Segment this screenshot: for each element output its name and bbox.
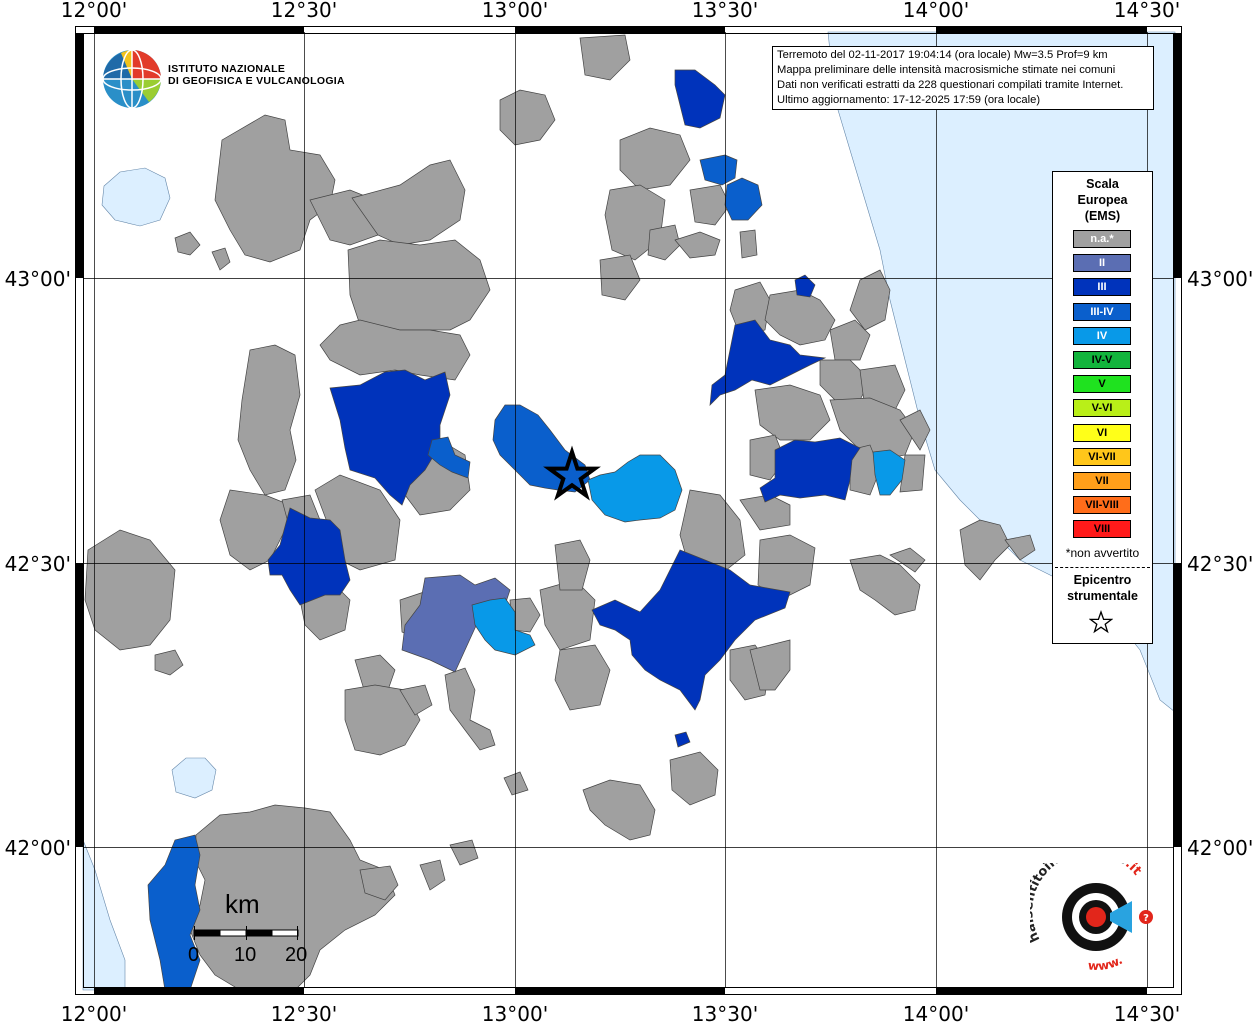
tick-top-1200: 12°00': [61, 0, 127, 22]
tick-bottom-1230: 12°30': [271, 1002, 337, 1024]
legend-item: IV: [1073, 326, 1131, 345]
legend-item: VII-VIII: [1073, 496, 1131, 515]
tick-left-4300: 43°00': [5, 267, 71, 291]
tick-left-4200: 42°00': [5, 836, 71, 860]
info-line-event: Terremoto del 02-11-2017 19:04:14 (ora l…: [777, 49, 1108, 61]
legend-title-line3: (EMS): [1084, 209, 1121, 223]
info-line-data: Dati non verificati estratti da 228 ques…: [777, 79, 1124, 91]
tick-bottom-1200: 12°00': [61, 1002, 127, 1024]
tick-top-1430: 14°30': [1114, 0, 1180, 22]
legend-item: IV-V: [1073, 351, 1131, 369]
hst-logo-www: www.: [1087, 953, 1124, 973]
epicentre-star-icon: [1089, 610, 1113, 634]
tick-right-4200: 42°00': [1187, 836, 1253, 860]
ingv-globe-icon: [102, 49, 162, 109]
intensity-II-areas: [401, 574, 511, 673]
haisentito-logo: ? haisentitoilterremoto.it www.: [1030, 863, 1153, 973]
legend-item: VII: [1073, 472, 1131, 490]
tick-bottom-1430: 14°30': [1114, 1002, 1180, 1024]
ingv-name: ISTITUTO NAZIONALE DI GEOFISICA E VULCAN…: [168, 63, 345, 87]
tick-top-1230: 12°30': [271, 0, 337, 22]
scalebar-label-10: 10: [234, 944, 257, 966]
tick-bottom-1330: 13°30': [692, 1002, 758, 1024]
tick-bottom-1300: 13°00': [482, 1002, 548, 1024]
tick-right-4300: 43°00': [1187, 267, 1253, 291]
legend-epicentre-label: Epicentro strumentale: [1053, 572, 1152, 604]
info-line-map: Mappa preliminare delle intensità macros…: [777, 64, 1116, 76]
legend-item: III: [1073, 278, 1131, 297]
legend-item: V: [1073, 375, 1131, 394]
tick-top-1330: 13°30': [692, 0, 758, 22]
tick-labels-right: 43°00' 42°30' 42°00': [1187, 267, 1253, 860]
legend-title: Scala Europea (EMS): [1053, 176, 1152, 224]
intensity-legend: Scala Europea (EMS) n.a.* II III III-IV IV IV…: [1052, 171, 1153, 644]
legend-note: *non avvertito: [1065, 546, 1140, 560]
scale-bar: [193, 926, 299, 940]
legend-title-line1: Scala: [1086, 177, 1119, 191]
legend-item: VI-VII: [1073, 447, 1131, 466]
ingv-name-line1: ISTITUTO NAZIONALE: [168, 63, 286, 75]
legend-item: II: [1073, 254, 1131, 273]
legend-item: III-IV: [1073, 302, 1131, 321]
legend-item: VI: [1073, 423, 1131, 442]
tick-left-4230: 42°30': [5, 552, 71, 576]
legend-item: V-VI: [1073, 399, 1131, 418]
tick-labels-left: 43°00' 42°30' 42°00': [5, 267, 71, 860]
info-line-updated: Ultimo aggiornamento: 17-12-2025 17:59 (…: [777, 94, 1041, 106]
tick-bottom-1400: 14°00': [903, 1002, 969, 1024]
svg-text:www.: www.: [1087, 953, 1124, 973]
intensity-III-areas: [267, 69, 861, 748]
tick-top-1300: 13°00': [482, 0, 548, 22]
legend-item: n.a.*: [1073, 230, 1131, 248]
scalebar-label-0: 0: [188, 944, 200, 966]
legend-separator: [1055, 567, 1150, 568]
intensity-IV-areas: [471, 449, 906, 656]
tick-top-1400: 14°00': [903, 0, 969, 22]
scalebar-unit: km: [225, 889, 260, 919]
epicentre-star: [543, 445, 601, 501]
map-frame-and-content: 12°00' 12°30' 13°00' 13°30' 14°00' 14°30…: [5, 0, 1254, 1024]
tick-right-4230: 42°30': [1187, 552, 1253, 576]
legend-item: VIII: [1073, 520, 1131, 539]
legend-title-line2: Europea: [1077, 193, 1128, 207]
ingv-name-line2: DI GEOFISICA E VULCANOLOGIA: [168, 75, 345, 87]
tick-labels-top: 12°00' 12°30' 13°00' 13°30' 14°00' 14°30…: [61, 0, 1180, 22]
earthquake-info-box: Terremoto del 02-11-2017 19:04:14 (ora l…: [772, 46, 1154, 110]
svg-text:?: ?: [1143, 913, 1149, 924]
legend-epicentre-line2: strumentale: [1067, 589, 1138, 603]
tick-labels-bottom: 12°00' 12°30' 13°00' 13°30' 14°00' 14°30…: [61, 1002, 1180, 1024]
scalebar-label-20: 20: [285, 944, 308, 966]
na-municipalities: [84, 34, 1036, 991]
hst-logo-domain: .it: [1122, 863, 1144, 879]
legend-epicentre-line1: Epicentro: [1073, 573, 1132, 587]
frame-bars: [76, 27, 1181, 994]
